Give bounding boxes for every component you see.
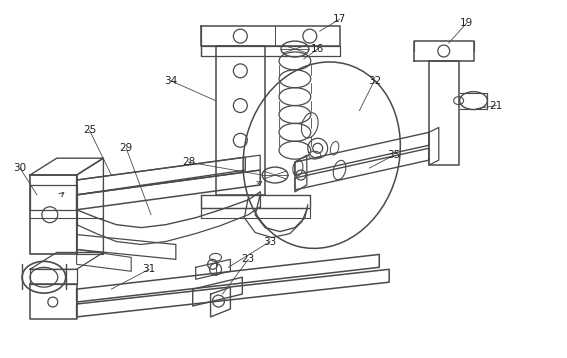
Text: 29: 29 [120,143,133,153]
Text: 19: 19 [460,18,473,28]
Text: 32: 32 [367,76,381,86]
Text: 30: 30 [14,163,27,173]
Text: 17: 17 [333,14,346,24]
Text: 34: 34 [164,76,177,86]
Text: 25: 25 [83,125,96,135]
Text: 16: 16 [311,44,324,54]
Text: 35: 35 [387,150,401,160]
Text: 23: 23 [242,255,255,264]
Text: 21: 21 [490,101,503,111]
Text: 33: 33 [264,237,277,247]
Text: 28: 28 [182,157,196,167]
Text: 31: 31 [142,264,156,274]
